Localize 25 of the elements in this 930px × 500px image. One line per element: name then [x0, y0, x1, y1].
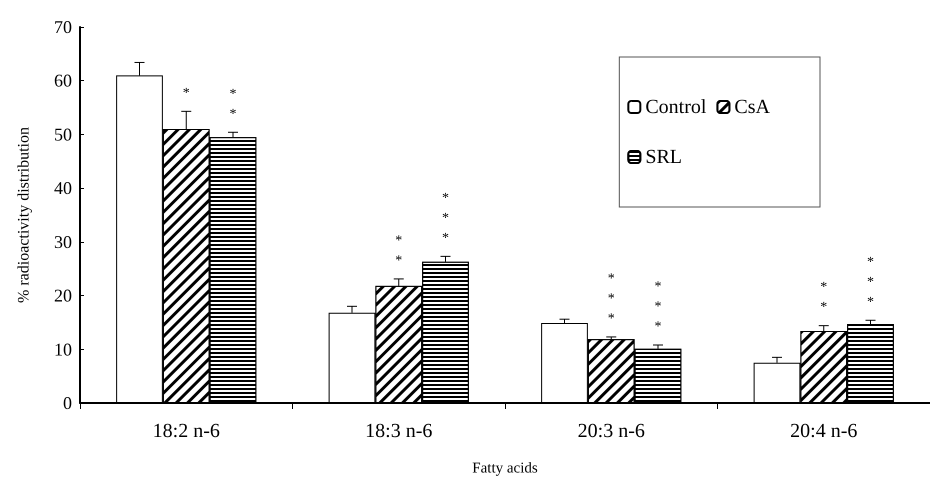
y-tick-label: 0 — [63, 393, 72, 413]
legend-label: Control — [645, 96, 707, 118]
data-label: * — [182, 86, 190, 101]
y-tick-label: 20 — [54, 286, 72, 306]
x-tick-label: 18:2 n-6 — [152, 420, 220, 442]
y-tick-label: 10 — [54, 339, 72, 360]
data-label: *** — [442, 190, 449, 246]
x-tick-label: 20:4 n-6 — [790, 420, 858, 442]
data-label: ** — [395, 233, 402, 268]
x-tick-label: 18:3 n-6 — [365, 420, 432, 442]
x-axis-title: Fatty acids — [472, 460, 538, 476]
y-tick-label: 30 — [54, 232, 72, 252]
y-tick-label: 60 — [54, 70, 72, 91]
y-tick-label: 40 — [54, 178, 72, 198]
x-tick-label: 20:3 n-6 — [578, 420, 645, 442]
y-axis-title: % radioactivity distribution — [16, 127, 32, 303]
data-label: *** — [654, 279, 662, 334]
data-label: ** — [820, 280, 828, 316]
y-tick-label: 70 — [54, 17, 72, 37]
legend-label: SRL — [645, 146, 682, 168]
data-label: ** — [230, 86, 236, 122]
y-tick-label: 50 — [54, 124, 72, 144]
legend-label: CsA — [734, 96, 771, 118]
data-label: *** — [608, 271, 615, 326]
data-label: *** — [867, 254, 874, 310]
